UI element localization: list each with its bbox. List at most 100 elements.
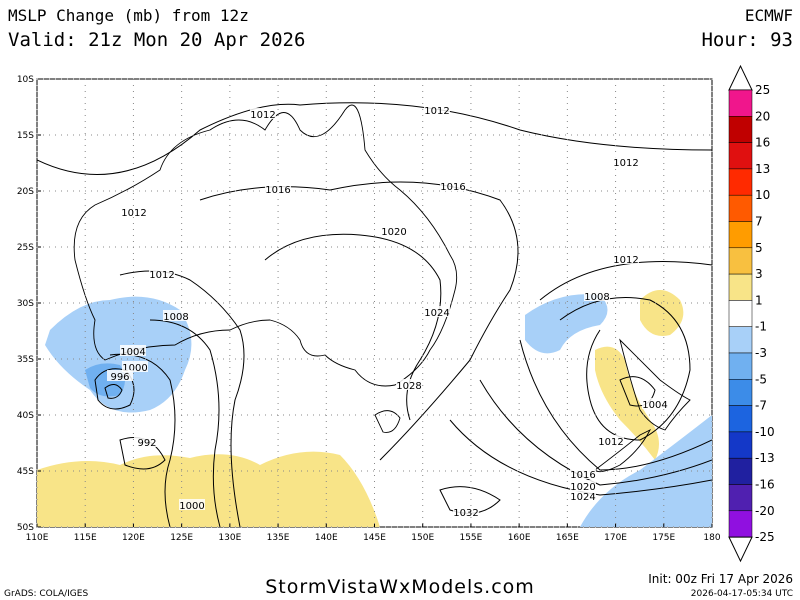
- contour-label-bg: [584, 290, 610, 301]
- isobar: [479, 379, 712, 486]
- lat-label: 50S: [17, 523, 34, 533]
- colorbar-box: [728, 510, 753, 538]
- colorbar-box: [728, 273, 753, 301]
- init-time: Init: 00z Fri 17 Apr 2026: [648, 572, 793, 586]
- title: MSLP Change (mb) from 12z: [8, 6, 249, 25]
- shade-positive: [37, 451, 380, 527]
- contour-label: 1024: [570, 492, 595, 503]
- lat-label: 10S: [17, 75, 34, 85]
- contour-label: 1024: [424, 308, 449, 319]
- contour-label: 1012: [424, 106, 449, 117]
- isobar: [149, 319, 221, 527]
- contour-label: 1012: [149, 270, 174, 281]
- contour-label-bg: [163, 310, 189, 321]
- colorbar-box: [728, 247, 753, 275]
- lon-label: 175E: [652, 533, 675, 543]
- lon-label: 180: [703, 533, 720, 543]
- contour-label: 1012: [613, 255, 638, 266]
- colorbar-box: [728, 221, 753, 249]
- colorbar-label: 13: [755, 162, 770, 176]
- colorbar-label: 3: [755, 267, 763, 281]
- colorbar-end: [728, 536, 753, 563]
- coastline: [374, 410, 401, 433]
- colorbar-box: [728, 142, 753, 170]
- lon-label: 145E: [363, 533, 386, 543]
- colorbar-box: [728, 457, 753, 485]
- lat-label: 15S: [17, 131, 34, 141]
- contour-label: 1020: [570, 482, 595, 493]
- lon-label: 135E: [267, 533, 290, 543]
- lat-label: 20S: [17, 187, 34, 197]
- colorbar-label: -7: [755, 399, 767, 413]
- colorbar-box: [728, 405, 753, 433]
- colorbar-label: -3: [755, 346, 767, 360]
- colorbar-label: -16: [755, 478, 775, 492]
- colorbar-label: -1: [755, 320, 767, 334]
- contour-label-bg: [250, 108, 276, 119]
- contour-label: 1012: [250, 110, 275, 121]
- contour-label-bg: [613, 156, 639, 167]
- colorbar-label: 1: [755, 293, 763, 307]
- colorbar-box: [728, 300, 753, 327]
- lat-label: 30S: [17, 299, 34, 309]
- colorbar-label: -25: [755, 530, 775, 544]
- contour-label: 1020: [381, 227, 406, 238]
- lon-label: 120E: [122, 533, 145, 543]
- isobar: [539, 261, 712, 301]
- colorbar-box: [728, 116, 753, 143]
- contour-label-bg: [134, 436, 160, 447]
- colorbar-label: 10: [755, 188, 770, 202]
- coastline: [619, 338, 691, 431]
- colorbar-label: 7: [755, 215, 763, 229]
- shade-negative: [525, 294, 608, 354]
- coastline: [594, 428, 652, 473]
- contour-label-bg: [642, 398, 668, 409]
- shade-negative: [580, 415, 712, 527]
- lon-label: 130E: [218, 533, 241, 543]
- timestamp: 2026-04-17-05:34 UTC: [691, 589, 793, 599]
- contour-label: 1004: [642, 400, 667, 411]
- shade-positive: [640, 290, 684, 336]
- contour-label: 1016: [440, 182, 465, 193]
- contour-label-bg: [122, 361, 148, 372]
- contour-label: 1012: [613, 158, 638, 169]
- isobar: [104, 384, 123, 399]
- contour-label: 1008: [584, 292, 609, 303]
- contour-label-bg: [570, 490, 596, 501]
- colorbar-label: -5: [755, 372, 767, 386]
- isobar: [199, 181, 519, 461]
- isobar: [519, 339, 712, 471]
- contour-label-bg: [107, 370, 133, 381]
- colorbar-label: 5: [755, 241, 763, 255]
- contour-label: 1028: [396, 381, 421, 392]
- contour-label: 1000: [179, 501, 204, 512]
- colorbar-box: [728, 168, 753, 196]
- credit: GrADS: COLA/IGES: [4, 589, 88, 599]
- contour-label: 1012: [598, 437, 623, 448]
- contour-label-bg: [598, 435, 624, 446]
- isobar: [619, 376, 656, 407]
- shade-positive: [595, 346, 659, 460]
- contour-label-bg: [381, 225, 407, 236]
- lon-label: 160E: [508, 533, 531, 543]
- isobar: [559, 297, 691, 441]
- contour-label: 1004: [120, 347, 145, 358]
- contour-label: 992: [137, 438, 156, 449]
- contour-label-bg: [120, 345, 146, 356]
- forecast-hour: Hour: 93: [701, 29, 793, 51]
- contour-label-bg: [453, 506, 479, 517]
- isobar: [37, 102, 712, 176]
- colorbar-end: [728, 64, 753, 91]
- colorbar-label: 20: [755, 109, 770, 123]
- lon-label: 155E: [459, 533, 482, 543]
- isobar: [264, 233, 442, 421]
- lon-label: 140E: [315, 533, 338, 543]
- contour-label: 1032: [453, 508, 478, 519]
- isobar: [94, 368, 135, 410]
- colorbar-box: [728, 326, 753, 354]
- contour-label: 996: [110, 372, 129, 383]
- lon-label: 165E: [556, 533, 579, 543]
- contour-label: 1012: [121, 208, 146, 219]
- colorbar-box: [728, 89, 753, 117]
- colorbar-box: [728, 352, 753, 380]
